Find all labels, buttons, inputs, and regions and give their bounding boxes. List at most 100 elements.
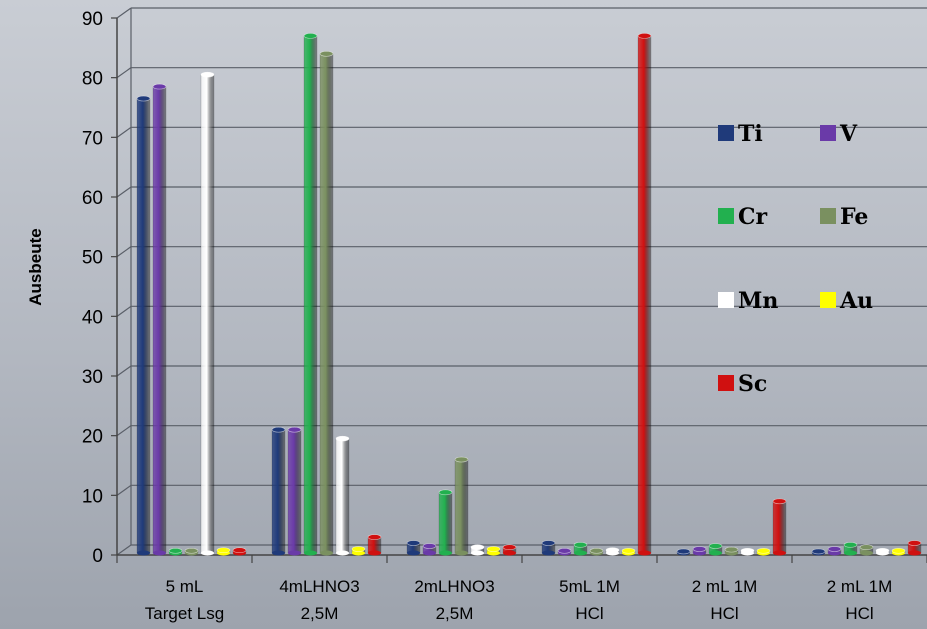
bar-sc <box>637 33 652 556</box>
bar-v <box>692 546 707 556</box>
bar-cr <box>438 489 453 556</box>
x-tick-label: HCl <box>845 604 873 623</box>
legend-swatch <box>718 375 734 391</box>
legend-item-sc: Sc <box>718 371 767 397</box>
legend-swatch <box>718 208 734 224</box>
legend-item-mn: Mn <box>718 288 778 314</box>
bar-mn <box>875 548 890 556</box>
legend-item-ti: Ti <box>718 121 763 147</box>
bar-ti <box>676 548 691 556</box>
bar-v <box>827 546 842 556</box>
bar-au <box>891 548 906 556</box>
x-tick-label: 2,5M <box>436 604 474 623</box>
bar-fe <box>859 544 874 556</box>
bar-ti <box>271 426 286 556</box>
legend-label: Au <box>839 288 873 314</box>
y-tick-label: 0 <box>92 546 103 567</box>
grid-line <box>116 425 132 437</box>
legend-item-v: V <box>820 121 858 147</box>
bar-sc <box>907 540 922 556</box>
grid-line <box>116 126 132 138</box>
legend-item-fe: Fe <box>820 204 868 230</box>
bar-mn <box>470 544 485 556</box>
y-tick-labels: 0 10 20 30 40 50 60 70 80 90 <box>82 9 103 567</box>
x-tick-label: 5 mL <box>166 577 204 596</box>
x-tick-label: HCl <box>710 604 738 623</box>
legend-label: Cr <box>738 204 768 230</box>
bar-cr <box>708 543 723 556</box>
bar-fe <box>454 456 469 556</box>
bar-mn <box>740 548 755 556</box>
y-tick-label: 40 <box>82 307 103 328</box>
bar-au <box>216 547 231 556</box>
x-tick-label: 4mLHNO3 <box>279 577 359 596</box>
y-tick-label: 50 <box>82 248 103 269</box>
bar-v <box>287 426 302 556</box>
bar-sc <box>232 547 247 556</box>
bar-au <box>621 548 636 556</box>
bar-au <box>486 546 501 556</box>
bar-sc <box>367 534 382 556</box>
legend-item-cr: Cr <box>718 204 768 230</box>
legend-label: V <box>839 121 858 147</box>
bar-cr <box>573 542 588 556</box>
x-tick-labels: 5 mL Target Lsg 4mLHNO3 2,5M 2mLHNO3 2,5M 5mL … <box>116 555 927 623</box>
bar-cr <box>843 542 858 556</box>
legend-label: Sc <box>738 371 767 397</box>
grid-line <box>116 7 132 19</box>
x-tick-label: 5mL 1M <box>559 577 620 596</box>
legend-swatch <box>718 292 734 308</box>
bar-au <box>351 546 366 556</box>
grid-line <box>116 186 132 198</box>
grid-line <box>116 305 132 317</box>
bar-v <box>557 548 572 556</box>
bar-mn <box>605 547 620 556</box>
bar-ti <box>811 548 826 556</box>
bar-fe <box>184 548 199 556</box>
axes <box>111 8 927 556</box>
legend-label: Ti <box>738 121 763 147</box>
y-tick-label: 10 <box>82 486 103 507</box>
legend-swatch <box>820 125 836 141</box>
legend-swatch <box>718 125 734 141</box>
bars <box>136 33 922 556</box>
grid-line <box>116 67 132 79</box>
x-tick-label: HCl <box>575 604 603 623</box>
bar-v <box>422 543 437 556</box>
y-tick-label: 80 <box>82 69 103 90</box>
legend-swatch <box>820 292 836 308</box>
grid-lines <box>116 7 927 556</box>
grid-line <box>116 365 132 377</box>
legend-label: Mn <box>738 288 778 314</box>
bar-fe <box>724 546 739 556</box>
bar-mn <box>335 435 350 556</box>
x-tick-label: 2 mL 1M <box>827 577 893 596</box>
y-tick-label: 30 <box>82 367 103 388</box>
bar-cr <box>303 33 318 556</box>
bar-fe <box>319 50 334 556</box>
x-tick-label: 2,5M <box>301 604 339 623</box>
grid-line <box>116 484 132 496</box>
legend: Ti V Cr Fe Mn Au Sc <box>718 121 873 397</box>
bar-cr <box>168 548 183 556</box>
y-tick-label: 90 <box>82 9 103 30</box>
bar-sc <box>502 544 517 556</box>
legend-swatch <box>820 208 836 224</box>
y-axis-label: Ausbeute <box>26 228 45 305</box>
bar-ti <box>406 540 421 556</box>
y-tick-label: 70 <box>82 128 103 149</box>
bar-ti <box>136 95 151 556</box>
grid-line <box>116 246 132 258</box>
y-tick-label: 60 <box>82 188 103 209</box>
legend-label: Fe <box>840 204 868 230</box>
x-tick-label: 2 mL 1M <box>692 577 758 596</box>
bar-ti <box>541 540 556 556</box>
bar-au <box>756 548 771 556</box>
y-tick-label: 20 <box>82 427 103 448</box>
bar-mn <box>200 71 215 556</box>
x-tick-label: Target Lsg <box>145 604 224 623</box>
bar-fe <box>589 548 604 556</box>
legend-item-au: Au <box>820 288 873 314</box>
grid-line <box>116 544 132 556</box>
